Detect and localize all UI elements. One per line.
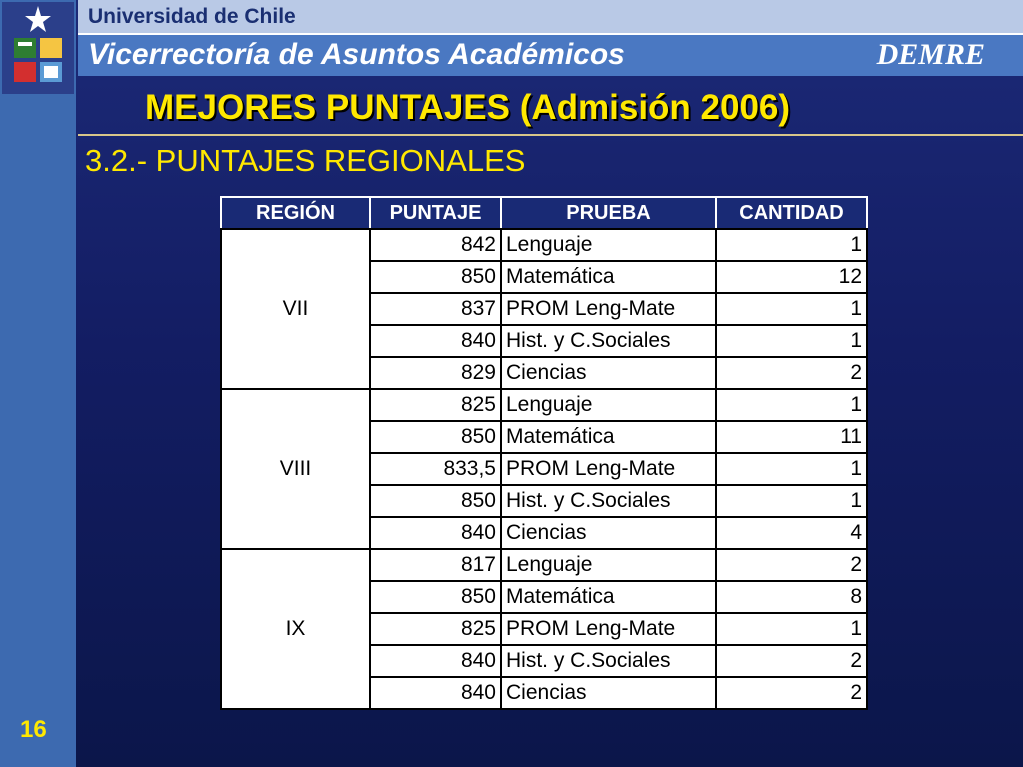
count-cell: 4: [715, 516, 868, 550]
count-cell: 2: [715, 644, 868, 678]
region-cell: VIII: [220, 388, 371, 550]
test-cell: Ciencias: [500, 356, 717, 390]
table-row: 833,5 PROM Leng-Mate 1: [221, 452, 868, 486]
table-row: 850 Matemática 8: [221, 580, 868, 614]
test-cell: Matemática: [500, 580, 717, 614]
table-row: VII 842 Lenguaje 1: [220, 228, 868, 390]
table-row: 840 Hist. y C.Sociales 2: [221, 644, 868, 678]
count-cell: 11: [715, 420, 868, 454]
table-header-row: REGIÓN PUNTAJE PRUEBA CANTIDAD: [220, 196, 868, 230]
score-cell: 825: [369, 388, 502, 422]
table-row: 850 Matemática 11: [221, 420, 868, 454]
count-cell: 1: [715, 292, 868, 326]
count-cell: 2: [715, 676, 868, 710]
score-cell: 850: [369, 484, 502, 518]
test-cell: PROM Leng-Mate: [500, 612, 717, 646]
score-cell: 833,5: [369, 452, 502, 486]
region-cell: IX: [220, 548, 371, 710]
count-cell: 1: [715, 228, 868, 262]
table-row: 850 Matemática 12: [221, 260, 868, 294]
table-row: VIII 825 Lenguaje 1: [220, 388, 868, 550]
table-body: VII 842 Lenguaje 1 850 Matemática 12 837 PROM Le…: [220, 228, 868, 710]
test-cell: Lenguaje: [500, 228, 717, 262]
table-row: IX 817 Lenguaje 2: [220, 548, 868, 710]
score-cell: 817: [369, 548, 502, 582]
slide-title: MEJORES PUNTAJES (Admisión 2006): [145, 88, 791, 127]
count-cell: 2: [715, 548, 868, 582]
table-row: 840 Hist. y C.Sociales 1: [221, 324, 868, 358]
count-cell: 12: [715, 260, 868, 294]
test-cell: Lenguaje: [500, 388, 717, 422]
test-cell: Hist. y C.Sociales: [500, 644, 717, 678]
score-cell: 840: [369, 516, 502, 550]
score-cell: 840: [369, 644, 502, 678]
test-cell: PROM Leng-Mate: [500, 292, 717, 326]
score-cell: 842: [369, 228, 502, 262]
count-cell: 1: [715, 612, 868, 646]
table-row: 825 PROM Leng-Mate 1: [221, 612, 868, 646]
score-cell: 850: [369, 260, 502, 294]
regional-scores-table: REGIÓN PUNTAJE PRUEBA CANTIDAD VII 842 Len…: [220, 196, 868, 710]
table-row: 850 Hist. y C.Sociales 1: [221, 484, 868, 518]
unit-name: DEMRE: [876, 38, 985, 71]
score-cell: 850: [369, 580, 502, 614]
test-cell: Ciencias: [500, 516, 717, 550]
title-divider: [78, 134, 1023, 136]
test-cell: Hist. y C.Sociales: [500, 484, 717, 518]
page-number: 16: [20, 716, 47, 743]
count-cell: 1: [715, 452, 868, 486]
test-cell: Hist. y C.Sociales: [500, 324, 717, 358]
test-cell: Matemática: [500, 420, 717, 454]
table-row: 840 Ciencias 2: [221, 676, 868, 710]
university-logo: [2, 2, 74, 94]
vice-rectory-name: Vicerrectoría de Asuntos Académicos: [88, 38, 625, 71]
count-cell: 1: [715, 484, 868, 518]
count-cell: 1: [715, 388, 868, 422]
count-cell: 1: [715, 324, 868, 358]
table-row: 837 PROM Leng-Mate 1: [221, 292, 868, 326]
column-header-score: PUNTAJE: [369, 196, 502, 230]
column-header-region: REGIÓN: [220, 196, 371, 230]
score-cell: 850: [369, 420, 502, 454]
test-cell: Ciencias: [500, 676, 717, 710]
column-header-count: CANTIDAD: [715, 196, 868, 230]
header-department-band: Vicerrectoría de Asuntos Académicos DEMR…: [78, 35, 1023, 76]
score-cell: 840: [369, 676, 502, 710]
university-seal-icon: [2, 2, 74, 94]
column-header-test: PRUEBA: [500, 196, 717, 230]
header-university-band: Universidad de Chile: [78, 0, 1023, 35]
university-name: Universidad de Chile: [88, 5, 296, 28]
score-cell: 829: [369, 356, 502, 390]
score-cell: 825: [369, 612, 502, 646]
score-cell: 837: [369, 292, 502, 326]
slide-subtitle: 3.2.- PUNTAJES REGIONALES: [85, 143, 526, 178]
region-cell: VII: [220, 228, 371, 390]
test-cell: PROM Leng-Mate: [500, 452, 717, 486]
table-row: 829 Ciencias 2: [221, 356, 868, 390]
table-row: 840 Ciencias 4: [221, 516, 868, 550]
count-cell: 8: [715, 580, 868, 614]
count-cell: 2: [715, 356, 868, 390]
score-cell: 840: [369, 324, 502, 358]
test-cell: Lenguaje: [500, 548, 717, 582]
test-cell: Matemática: [500, 260, 717, 294]
left-sidebar: 16: [0, 0, 76, 767]
